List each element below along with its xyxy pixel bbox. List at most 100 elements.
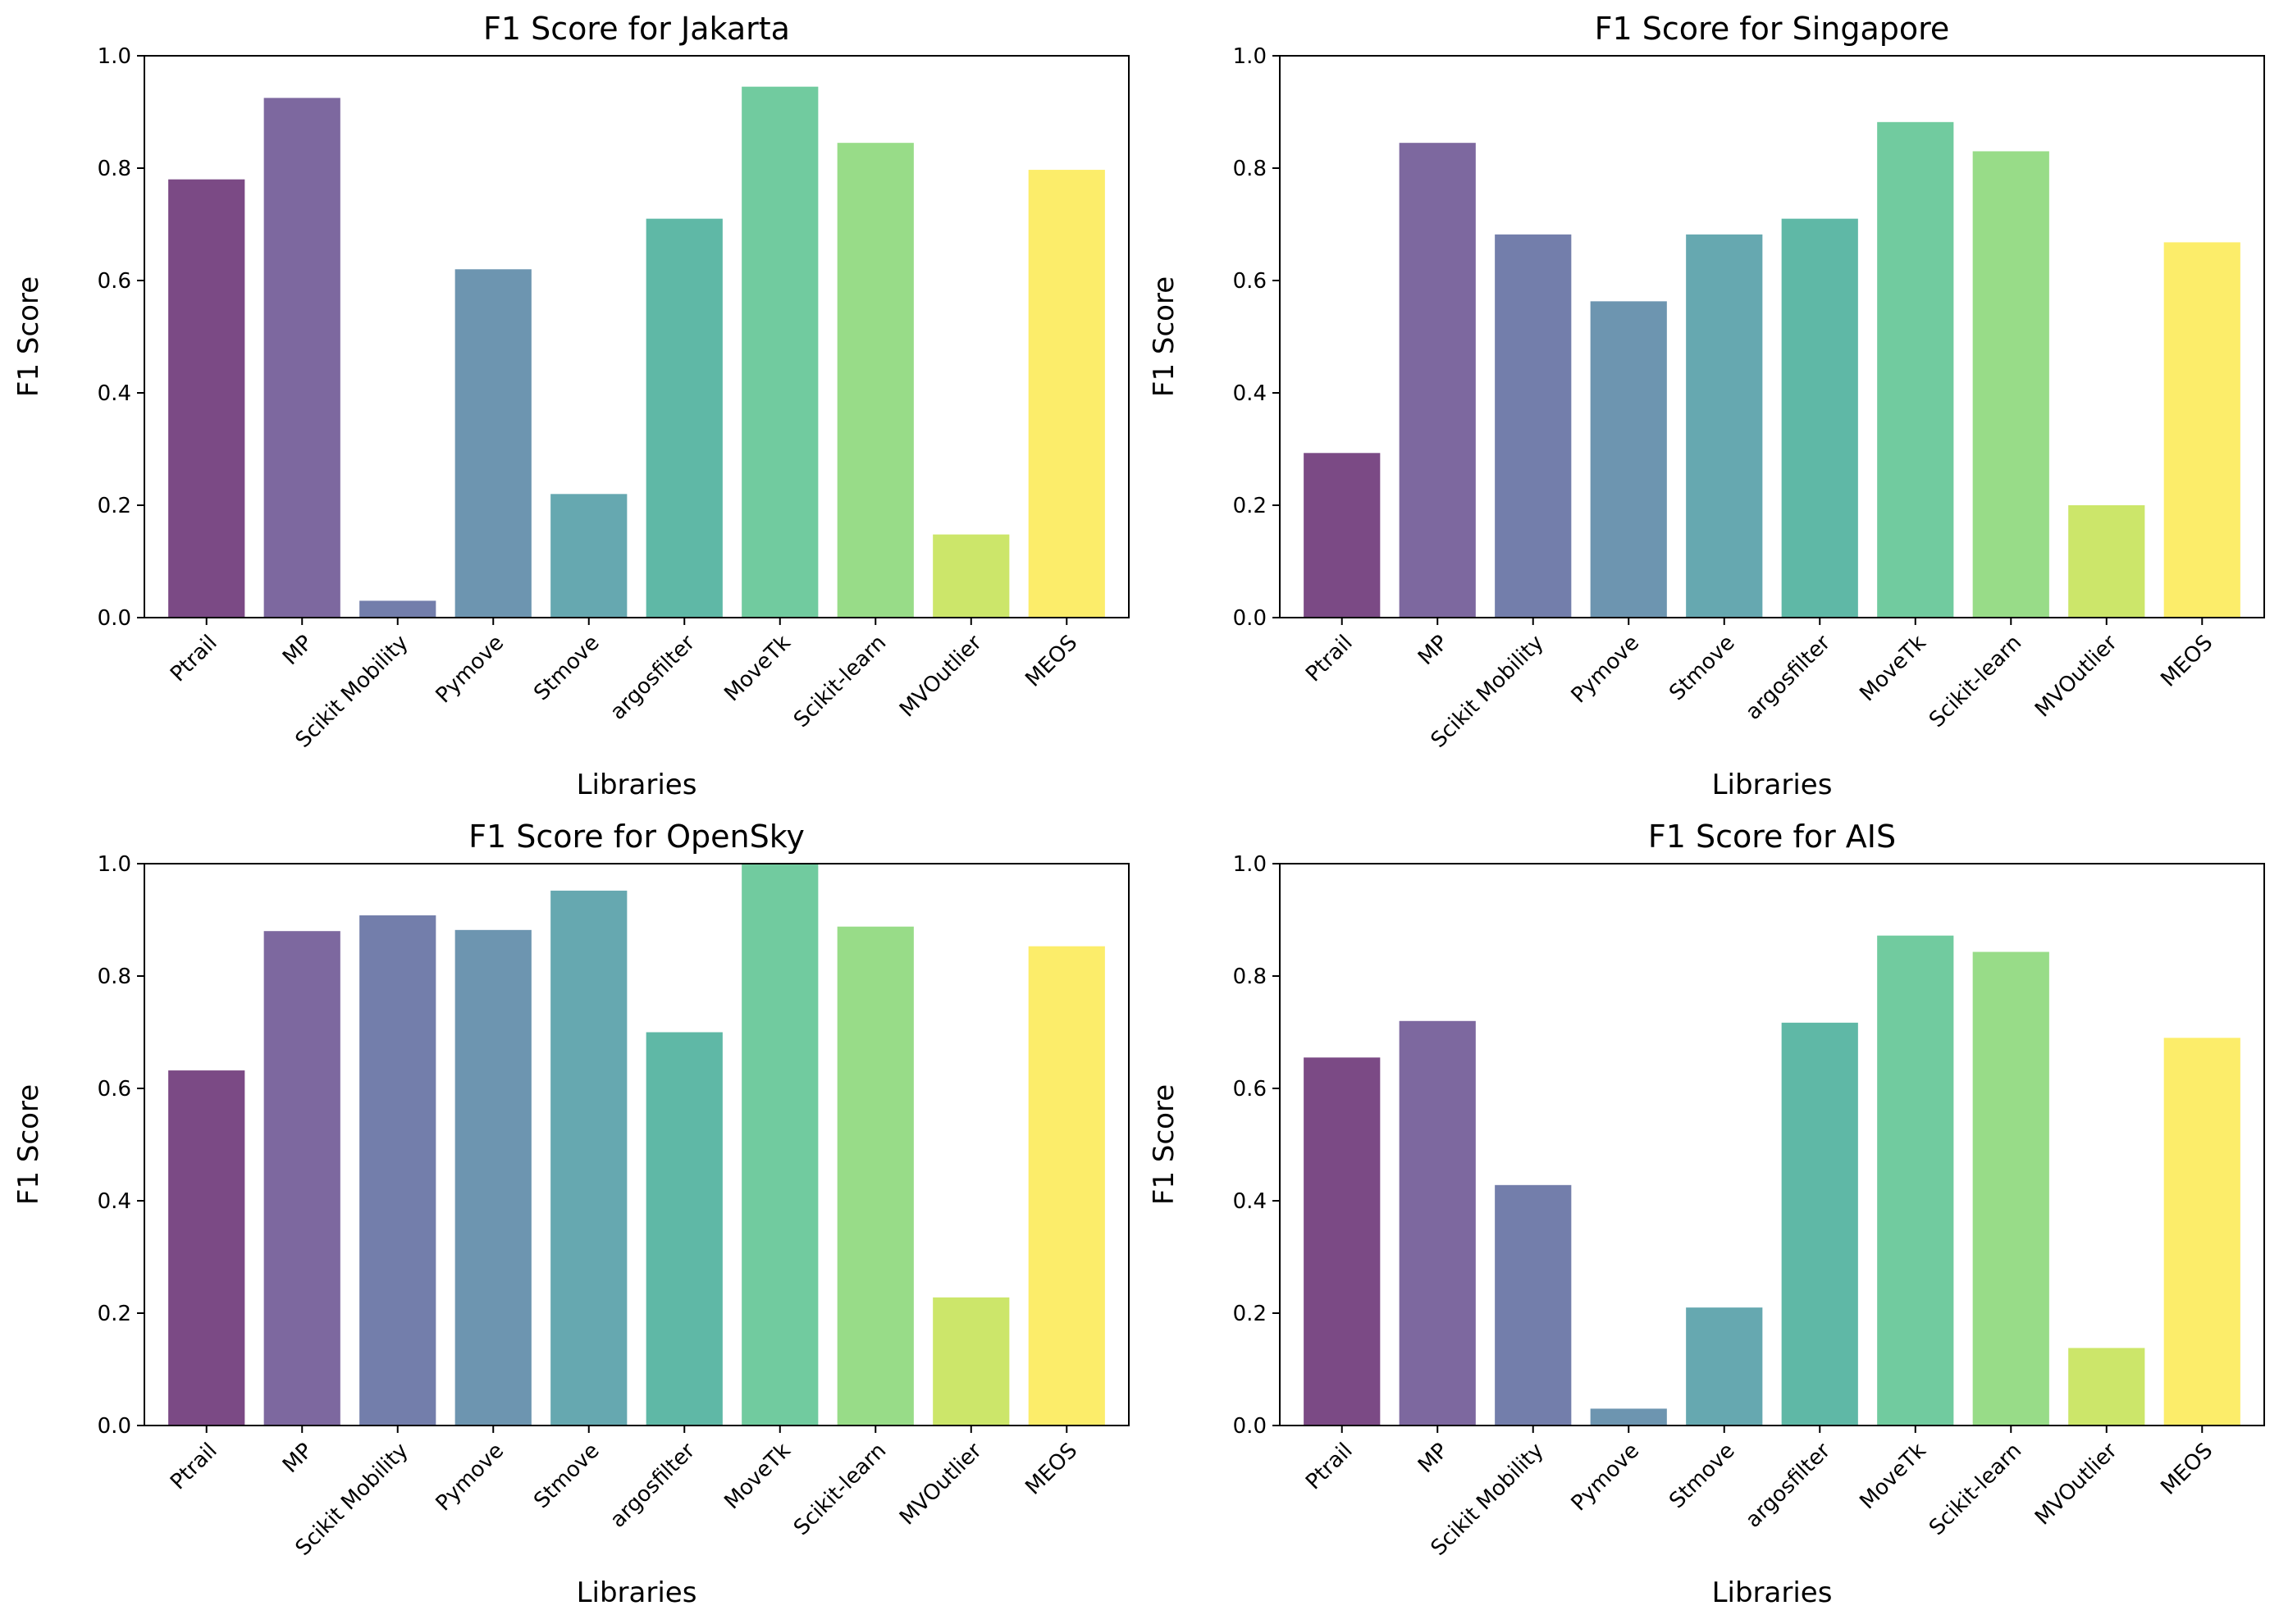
y-tick-label: 0.8 bbox=[98, 965, 131, 989]
bar-scikit-learn bbox=[1972, 151, 2049, 618]
chart-jakarta: F1 Score for Jakarta F1 Score Libraries … bbox=[12, 11, 1130, 801]
y-tick-label: 0.8 bbox=[1233, 157, 1267, 181]
x-tick-label: Pymove bbox=[432, 631, 509, 709]
bars bbox=[168, 864, 1105, 1426]
y-tick-label: 0.2 bbox=[98, 1302, 131, 1326]
x-axis-label: Libraries bbox=[1712, 769, 1833, 801]
y-axis-label: F1 Score bbox=[1148, 276, 1181, 397]
chart-title: F1 Score for OpenSky bbox=[468, 819, 805, 855]
y-tick-label: 0.6 bbox=[98, 1077, 131, 1102]
x-tick-label: MEOS bbox=[1021, 631, 1082, 692]
bar-mp bbox=[1399, 143, 1476, 618]
x-tick-label: MoveTk bbox=[1855, 1439, 1930, 1514]
chart-title: F1 Score for AIS bbox=[1648, 819, 1896, 855]
x-tick-label: Ptrail bbox=[1301, 1439, 1358, 1495]
bar-movetk bbox=[1877, 121, 1954, 618]
bars bbox=[168, 86, 1105, 618]
y-tick-label: 0.2 bbox=[1233, 494, 1267, 518]
y-axis-label: F1 Score bbox=[1148, 1084, 1181, 1205]
bar-stmove bbox=[550, 890, 628, 1426]
x-tick-label: MEOS bbox=[2156, 1439, 2217, 1500]
x-tick-label: Ptrail bbox=[1301, 631, 1358, 687]
y-tick-label: 0.4 bbox=[98, 381, 131, 406]
bar-mp bbox=[263, 98, 340, 618]
bar-scikit-mobility bbox=[1495, 234, 1572, 618]
y-axis-label: F1 Score bbox=[12, 1084, 45, 1205]
bar-argosfilter bbox=[646, 218, 723, 618]
bar-ptrail bbox=[168, 179, 245, 618]
bar-scikit-mobility bbox=[1495, 1184, 1572, 1426]
x-tick-label: Stmove bbox=[1665, 1439, 1739, 1513]
x-tick-label: argosfilter bbox=[605, 631, 700, 725]
x-tick-label: Ptrail bbox=[166, 1439, 222, 1495]
x-tick-label: Ptrail bbox=[166, 631, 222, 687]
bar-movetk bbox=[742, 86, 819, 618]
y-tick-label: 1.0 bbox=[98, 44, 131, 69]
y-tick-label: 0.4 bbox=[98, 1189, 131, 1214]
chart-singapore: F1 Score for Singapore F1 Score Librarie… bbox=[1148, 11, 2265, 801]
bar-stmove bbox=[1686, 1307, 1763, 1426]
y-axis-ticks: 0.0 0.2 0.4 0.6 0.8 1.0 bbox=[1233, 44, 1280, 631]
y-tick-label: 0.0 bbox=[98, 1414, 131, 1439]
x-tick-label: MVOutlier bbox=[2030, 631, 2122, 723]
x-tick-label: Stmove bbox=[529, 1439, 604, 1513]
y-tick-label: 0.8 bbox=[98, 157, 131, 181]
bar-meos bbox=[1028, 170, 1105, 618]
x-axis-label: Libraries bbox=[577, 1576, 697, 1609]
x-tick-label: MEOS bbox=[2156, 631, 2217, 692]
bar-mp bbox=[263, 931, 340, 1426]
x-tick-label: Scikit-learn bbox=[789, 631, 891, 732]
x-tick-label: argosfilter bbox=[1741, 1439, 1835, 1533]
bars bbox=[1304, 121, 2240, 618]
x-tick-label: MEOS bbox=[1021, 1439, 1082, 1500]
axes-frame bbox=[144, 55, 1130, 618]
bar-ptrail bbox=[1304, 453, 1381, 618]
bar-scikit-mobility bbox=[359, 915, 436, 1426]
x-tick-label: Pymove bbox=[432, 1439, 509, 1517]
y-tick-label: 0.0 bbox=[1233, 606, 1267, 631]
axes-frame bbox=[144, 863, 1130, 1426]
x-tick-label: MoveTk bbox=[719, 631, 795, 706]
bar-stmove bbox=[550, 494, 628, 618]
bar-mvoutlier bbox=[933, 534, 1010, 618]
y-tick-label: 0.4 bbox=[1233, 381, 1267, 406]
y-tick-label: 0.8 bbox=[1233, 965, 1267, 989]
bar-mvoutlier bbox=[933, 1297, 1010, 1426]
bar-scikit-learn bbox=[837, 926, 914, 1426]
bar-argosfilter bbox=[1781, 218, 1858, 618]
y-tick-label: 1.0 bbox=[98, 852, 131, 877]
bar-argosfilter bbox=[1781, 1022, 1858, 1426]
y-axis-label: F1 Score bbox=[12, 276, 45, 397]
bar-meos bbox=[2163, 242, 2240, 618]
bar-pymove bbox=[1590, 1408, 1667, 1426]
bar-mvoutlier bbox=[2068, 505, 2145, 618]
x-tick-label: Scikit-learn bbox=[1925, 631, 2026, 732]
x-tick-label: MP bbox=[278, 1439, 317, 1478]
y-tick-label: 1.0 bbox=[1233, 44, 1267, 69]
y-tick-label: 0.0 bbox=[98, 606, 131, 631]
chart-ais: F1 Score for AIS F1 Score Libraries 0.0 0… bbox=[1148, 819, 2265, 1609]
bar-pymove bbox=[1590, 301, 1667, 618]
bar-scikit-learn bbox=[1972, 951, 2049, 1426]
bar-mvoutlier bbox=[2068, 1348, 2145, 1426]
x-axis-label: Libraries bbox=[1712, 1576, 1833, 1609]
x-tick-label: Stmove bbox=[1665, 631, 1739, 705]
bar-pymove bbox=[454, 269, 532, 618]
x-tick-label: Scikit-learn bbox=[789, 1439, 891, 1540]
x-tick-label: Stmove bbox=[529, 631, 604, 705]
y-tick-label: 0.2 bbox=[98, 494, 131, 518]
bar-pymove bbox=[454, 929, 532, 1426]
bar-argosfilter bbox=[646, 1032, 723, 1426]
bar-stmove bbox=[1686, 234, 1763, 618]
bar-ptrail bbox=[1304, 1057, 1381, 1426]
axes-frame bbox=[1279, 55, 2265, 618]
bars bbox=[1304, 935, 2240, 1426]
y-tick-label: 0.0 bbox=[1233, 1414, 1267, 1439]
y-tick-label: 0.6 bbox=[1233, 1077, 1267, 1102]
x-tick-label: MoveTk bbox=[1855, 631, 1930, 706]
axes-frame bbox=[1279, 863, 2265, 1426]
